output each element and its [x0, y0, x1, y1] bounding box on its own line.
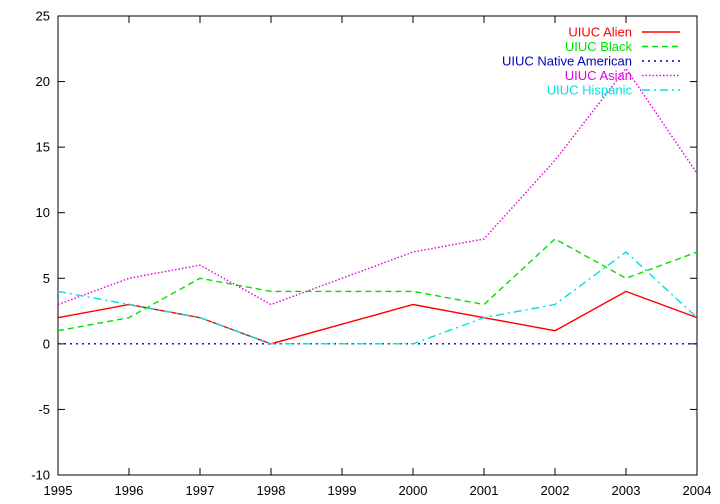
- x-tick-label: 1998: [257, 483, 286, 498]
- series-line-uiuc-hispanic: [57, 251, 698, 345]
- series-layer: [57, 67, 698, 345]
- y-tick-label: 15: [36, 140, 50, 155]
- y-tick-label: 5: [43, 271, 50, 286]
- series-line-uiuc-asian: [57, 67, 698, 306]
- x-tick-label: 1999: [328, 483, 357, 498]
- series-line-uiuc-alien: [57, 290, 698, 345]
- x-tick-label: 2002: [541, 483, 570, 498]
- legend-label: UIUC Native American: [502, 54, 632, 69]
- y-tick-label: 20: [36, 74, 50, 89]
- x-tick-label: 2001: [470, 483, 499, 498]
- y-tick-label: 10: [36, 205, 50, 220]
- y-tick-label: 25: [36, 9, 50, 24]
- x-tick-label: 1996: [115, 483, 144, 498]
- ticks-layer: -10 -5 0 5 10 15 20 25 1995 1996 1997 1998 1999 2000 2…: [31, 9, 711, 499]
- y-tick-label: 0: [43, 336, 50, 351]
- plot-frame: [57, 15, 698, 476]
- x-tick-label: 2000: [399, 483, 428, 498]
- x-tick-label: 2004: [683, 483, 712, 498]
- series-line-uiuc-black: [57, 238, 698, 332]
- legend-label: UIUC Asian: [565, 68, 632, 83]
- y-tick-label: -10: [31, 468, 50, 483]
- legend-label: UIUC Alien: [568, 25, 632, 40]
- x-tick-label: 1995: [44, 483, 73, 498]
- x-tick-label: 1997: [186, 483, 215, 498]
- legend-label: UIUC Black: [565, 39, 633, 54]
- legend-label: UIUC Hispanic: [547, 83, 633, 98]
- x-tick-label: 2003: [612, 483, 641, 498]
- y-tick-label: -5: [38, 402, 50, 417]
